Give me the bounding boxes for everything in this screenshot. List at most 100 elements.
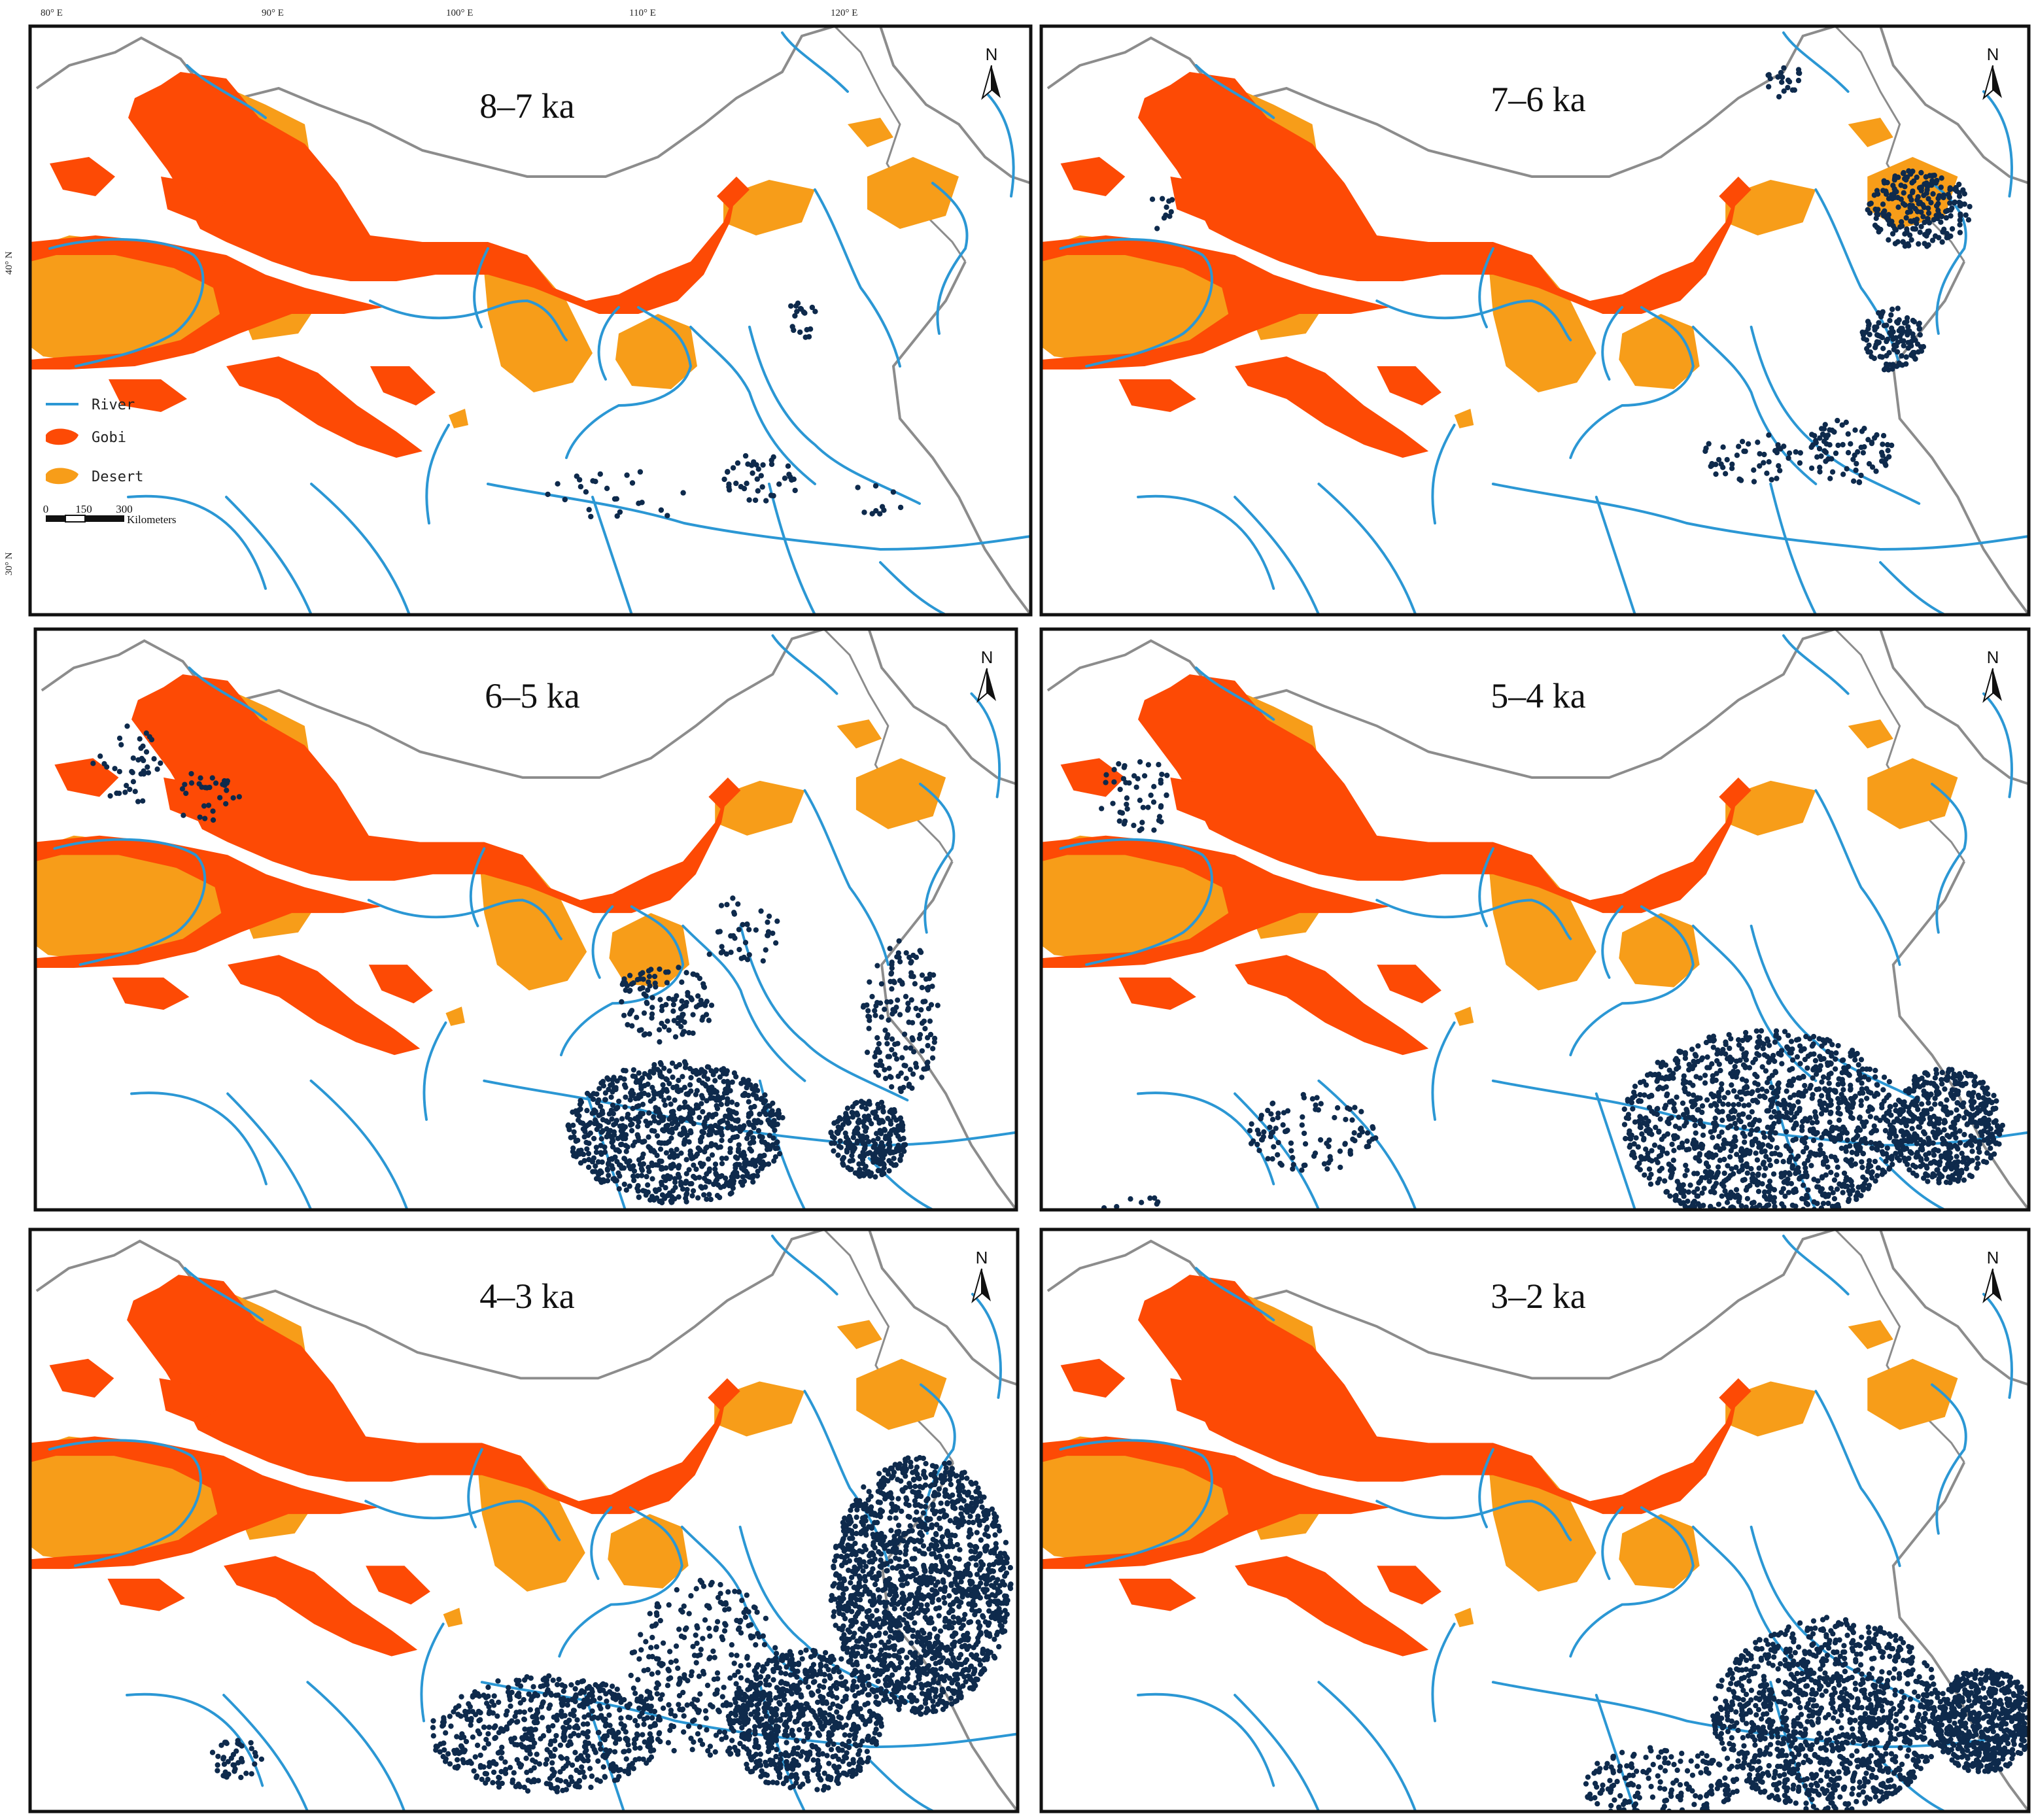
- site-point: [1770, 1171, 1777, 1177]
- site-point: [598, 1103, 604, 1109]
- site-point: [693, 1105, 699, 1111]
- site-point: [1710, 1044, 1716, 1050]
- site-point: [727, 487, 733, 493]
- site-point: [713, 1068, 719, 1074]
- site-point: [1666, 1099, 1673, 1105]
- site-point: [1807, 1085, 1813, 1091]
- site-point: [1952, 199, 1958, 205]
- site-point: [948, 1481, 954, 1488]
- site-point: [1719, 1081, 1725, 1087]
- site-point: [910, 974, 916, 980]
- site-point: [1901, 343, 1907, 349]
- site-point: [912, 1517, 918, 1523]
- site-point: [1837, 1126, 1842, 1132]
- site-point: [691, 1173, 697, 1180]
- site-point: [1786, 1156, 1793, 1163]
- site-point: [906, 1082, 912, 1088]
- site-point: [679, 979, 685, 985]
- site-point: [915, 1012, 922, 1018]
- site-point: [580, 1126, 586, 1132]
- site-point: [604, 1118, 610, 1124]
- site-point: [1754, 1074, 1760, 1080]
- site-point: [1818, 453, 1824, 459]
- site-point: [728, 950, 734, 955]
- site-point: [643, 1118, 649, 1124]
- site-point: [1860, 1090, 1866, 1096]
- site-point: [1761, 1093, 1767, 1099]
- site-point: [876, 1120, 882, 1126]
- site-point: [659, 1192, 666, 1198]
- site-point: [732, 935, 738, 941]
- site-point: [640, 985, 646, 991]
- site-point: [1621, 1122, 1628, 1127]
- site-point: [770, 1100, 776, 1107]
- site-point: [995, 1629, 1001, 1636]
- site-point: [851, 1146, 857, 1152]
- site-point: [1817, 1146, 1823, 1153]
- site-point: [873, 1131, 880, 1137]
- site-point: [1835, 1095, 1841, 1102]
- site-point: [663, 1185, 668, 1191]
- site-point: [690, 1030, 696, 1036]
- site-point: [876, 1105, 882, 1111]
- site-point: [1884, 1145, 1890, 1151]
- site-point: [1865, 326, 1871, 332]
- site-point: [1696, 1158, 1702, 1163]
- site-point: [765, 919, 770, 925]
- site-point: [927, 1018, 933, 1024]
- site-point: [876, 1040, 882, 1047]
- north-label: N: [981, 647, 993, 667]
- site-point: [723, 1175, 729, 1181]
- site-point: [1648, 1171, 1654, 1177]
- site-point: [714, 1173, 720, 1178]
- site-point: [670, 1108, 676, 1114]
- site-point: [1920, 1129, 1927, 1135]
- site-point: [898, 1152, 905, 1158]
- site-point: [210, 808, 216, 814]
- site-point: [731, 1178, 737, 1184]
- site-point: [1944, 1112, 1950, 1118]
- site-point: [668, 1148, 674, 1154]
- site-point: [878, 1058, 884, 1064]
- site-point: [1139, 1199, 1145, 1205]
- site-point: [1736, 1042, 1742, 1048]
- site-point: [878, 1514, 884, 1520]
- site-point: [1880, 433, 1887, 439]
- site-point: [753, 1083, 759, 1089]
- site-point: [1833, 1203, 1839, 1209]
- site-point: [870, 1566, 876, 1572]
- site-point: [1937, 1116, 1942, 1122]
- site-point: [1831, 1177, 1838, 1183]
- site-point: [617, 1173, 623, 1179]
- site-point: [1729, 466, 1735, 472]
- site-point: [855, 1112, 861, 1118]
- site-point: [1711, 1127, 1717, 1133]
- site-point: [651, 1149, 657, 1155]
- site-point: [1748, 1090, 1754, 1097]
- site-point: [699, 1017, 705, 1023]
- site-point: [1847, 1191, 1853, 1197]
- site-point: [1968, 1133, 1974, 1139]
- site-point: [687, 1148, 693, 1154]
- site-point: [1117, 786, 1123, 793]
- site-point: [670, 1008, 676, 1014]
- site-point: [1921, 1139, 1927, 1145]
- site-point: [919, 984, 925, 991]
- site-point: [649, 1004, 655, 1010]
- site-point: [1314, 1095, 1320, 1101]
- site-point: [1117, 809, 1123, 816]
- site-point: [1932, 1130, 1938, 1137]
- site-point: [1646, 1130, 1652, 1137]
- site-point: [863, 1106, 869, 1112]
- site-point: [946, 1619, 952, 1624]
- site-point: [1364, 1130, 1371, 1136]
- site-point: [646, 979, 651, 985]
- site-point: [1685, 1198, 1691, 1205]
- site-point: [578, 484, 584, 490]
- site-point: [903, 1543, 909, 1549]
- site-point: [1128, 1196, 1133, 1202]
- site-point: [1880, 188, 1886, 194]
- site-point: [1692, 1122, 1698, 1129]
- site-point: [1691, 1171, 1697, 1176]
- site-point: [1665, 1119, 1670, 1125]
